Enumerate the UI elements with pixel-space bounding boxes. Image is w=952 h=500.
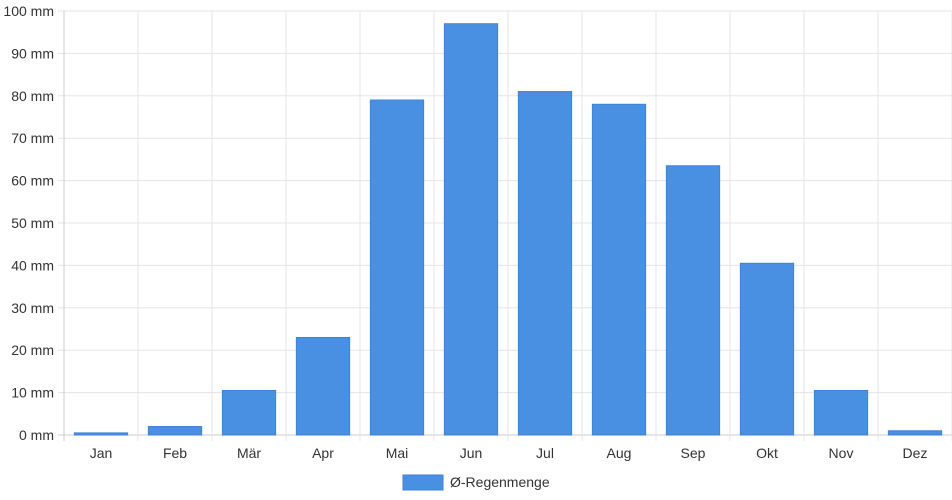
bar-dez[interactable] xyxy=(887,430,943,436)
y-tick-label: 10 mm xyxy=(11,385,54,401)
x-tick-label: Mai xyxy=(386,445,409,461)
x-tick-label: Jan xyxy=(90,445,113,461)
y-tick-label: 20 mm xyxy=(11,342,54,358)
legend-swatch[interactable] xyxy=(402,474,444,491)
y-tick-label: 90 mm xyxy=(11,45,54,61)
legend[interactable]: Ø-Regenmenge xyxy=(402,474,550,491)
y-tick-label: 100 mm xyxy=(3,3,54,19)
bar-apr[interactable] xyxy=(295,336,351,436)
x-tick-label: Feb xyxy=(163,445,187,461)
x-tick-label: Jul xyxy=(536,445,554,461)
bar-okt[interactable] xyxy=(739,262,795,436)
y-tick-label: 80 mm xyxy=(11,88,54,104)
bar-mär[interactable] xyxy=(221,389,277,436)
x-tick-label: Nov xyxy=(829,445,854,461)
y-tick-label: 40 mm xyxy=(11,257,54,273)
x-axis: Jan Feb Mär Apr Mai Jun Jul Aug Sep Okt Nov Dez xyxy=(90,445,928,461)
x-tick-label: Apr xyxy=(312,445,334,461)
legend-label[interactable]: Ø-Regenmenge xyxy=(450,474,550,490)
x-tick-label: Sep xyxy=(681,445,706,461)
x-tick-label: Aug xyxy=(607,445,632,461)
grid-lines xyxy=(58,10,952,441)
y-axis: 0 mm 10 mm 20 mm 30 mm 40 mm 50 mm 60 mm 70 mm 8… xyxy=(3,3,54,443)
x-tick-label: Mär xyxy=(237,445,261,461)
bar-aug[interactable] xyxy=(591,103,647,436)
bar-jul[interactable] xyxy=(517,91,573,436)
y-tick-label: 30 mm xyxy=(11,300,54,316)
y-tick-label: 60 mm xyxy=(11,173,54,189)
y-tick-label: 0 mm xyxy=(19,427,54,443)
y-tick-label: 50 mm xyxy=(11,215,54,231)
bar-feb[interactable] xyxy=(147,426,203,436)
bar-series xyxy=(73,23,943,436)
bar-sep[interactable] xyxy=(665,165,721,436)
bar-mai[interactable] xyxy=(369,99,425,436)
y-tick-label: 70 mm xyxy=(11,130,54,146)
x-tick-label: Dez xyxy=(903,445,928,461)
bar-jun[interactable] xyxy=(443,23,499,436)
x-tick-label: Okt xyxy=(756,445,778,461)
x-tick-label: Jun xyxy=(460,445,483,461)
bar-jan[interactable] xyxy=(73,432,129,436)
bar-nov[interactable] xyxy=(813,389,869,436)
